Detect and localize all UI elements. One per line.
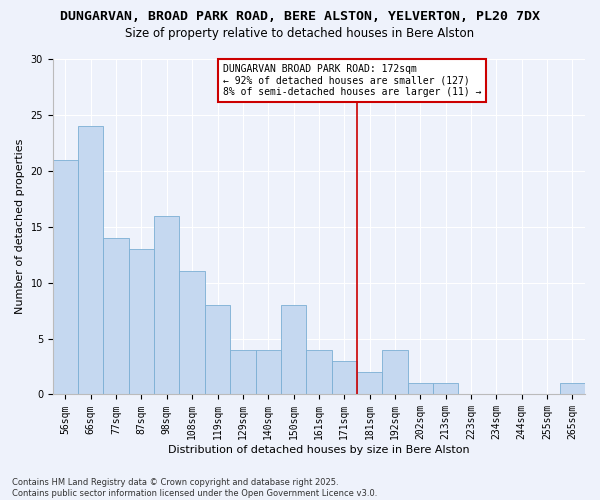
Bar	[281, 305, 306, 394]
Bar	[407, 384, 433, 394]
Y-axis label: Number of detached properties: Number of detached properties	[15, 139, 25, 314]
Bar	[256, 350, 281, 395]
Bar	[382, 350, 407, 395]
Text: DUNGARVAN BROAD PARK ROAD: 172sqm
← 92% of detached houses are smaller (127)
8% : DUNGARVAN BROAD PARK ROAD: 172sqm ← 92% …	[223, 64, 482, 97]
Bar	[433, 384, 458, 394]
Bar	[78, 126, 103, 394]
Bar	[129, 249, 154, 394]
Bar	[230, 350, 256, 395]
Bar	[357, 372, 382, 394]
X-axis label: Distribution of detached houses by size in Bere Alston: Distribution of detached houses by size …	[168, 445, 470, 455]
Bar	[332, 361, 357, 394]
Bar	[53, 160, 78, 394]
Bar	[306, 350, 332, 395]
Text: Size of property relative to detached houses in Bere Alston: Size of property relative to detached ho…	[125, 28, 475, 40]
Bar	[179, 272, 205, 394]
Text: DUNGARVAN, BROAD PARK ROAD, BERE ALSTON, YELVERTON, PL20 7DX: DUNGARVAN, BROAD PARK ROAD, BERE ALSTON,…	[60, 10, 540, 23]
Bar	[103, 238, 129, 394]
Bar	[205, 305, 230, 394]
Text: Contains HM Land Registry data © Crown copyright and database right 2025.
Contai: Contains HM Land Registry data © Crown c…	[12, 478, 377, 498]
Bar	[154, 216, 179, 394]
Bar	[560, 384, 585, 394]
